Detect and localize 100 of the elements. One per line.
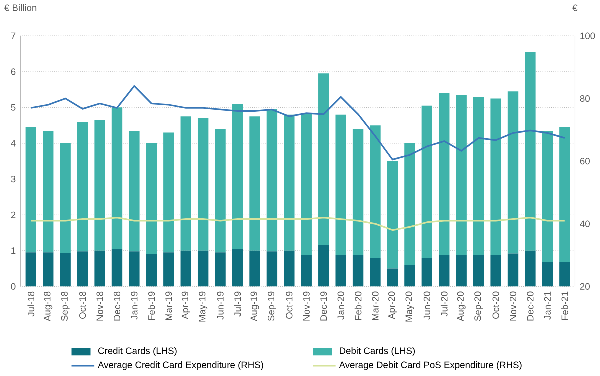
y2-tick-label: 100: [580, 32, 596, 40]
bar: [525, 52, 536, 252]
bar: [560, 262, 570, 287]
x-tick-label: Dec-20: [527, 292, 534, 321]
y-tick-label: 0: [11, 284, 16, 290]
x-tick-label: Oct-18: [80, 292, 86, 320]
bar: [456, 95, 467, 256]
y-tick-label: 4: [11, 140, 16, 147]
y2-tick-label: 20: [580, 284, 590, 290]
y2-tick-label: 80: [580, 96, 590, 102]
bar: [232, 104, 244, 250]
line-series: [30, 86, 566, 161]
bar: [60, 254, 71, 287]
bar: [180, 116, 192, 252]
bar: [266, 252, 278, 287]
bar: [26, 128, 36, 253]
legend-label: Average Debit Card PoS Expenditure (RHS): [339, 362, 522, 370]
bar: [439, 94, 450, 256]
x-tick-label: Jul-20: [440, 292, 448, 317]
x-tick-label: Feb-19: [148, 292, 156, 320]
bar: [404, 144, 416, 266]
bar: [508, 92, 519, 254]
bar: [560, 128, 570, 263]
bar: [525, 251, 536, 287]
bar: [232, 249, 244, 287]
legend-label: Credit Cards (LHS): [98, 348, 177, 356]
bar: [77, 252, 88, 287]
x-tick-label: Jul-19: [234, 292, 242, 317]
x-tick-label: Mar-20: [372, 292, 379, 320]
bar: [490, 98, 502, 256]
bar: [422, 106, 432, 258]
y-tick-label: 6: [11, 68, 16, 76]
x-tick-label: Nov-19: [303, 292, 310, 321]
bar: [94, 120, 106, 252]
bar: [250, 116, 260, 252]
x-tick-label: Aug-18: [44, 292, 53, 322]
bar: [439, 256, 450, 287]
bar: [473, 97, 484, 256]
bar: [542, 131, 554, 263]
bar: [129, 252, 140, 287]
bar: [542, 262, 554, 287]
x-tick-label: Mar-19: [166, 292, 172, 320]
x-tick-label: May-20: [406, 292, 414, 322]
bar: [336, 256, 346, 287]
x-tick-label: Nov-20: [510, 292, 517, 321]
x-tick-label: Jan-19: [131, 292, 138, 320]
bar: [318, 245, 330, 287]
x-tick-label: Apr-19: [182, 292, 190, 320]
x-tick-label: Sep-18: [61, 292, 70, 322]
y-tick-label: 3: [11, 176, 16, 183]
bar: [370, 258, 381, 287]
bar: [164, 132, 174, 253]
x-tick-label: Oct-19: [286, 292, 293, 320]
bar: [473, 256, 484, 287]
bar: [301, 256, 312, 287]
bar: [146, 254, 158, 287]
x-tick-label: Dec-19: [320, 292, 328, 321]
y-tick-label: 5: [11, 104, 16, 112]
bar: [404, 265, 416, 287]
y2-tick-label: 40: [580, 220, 590, 228]
bar: [129, 131, 140, 252]
x-tick-label: Jan-20: [338, 292, 344, 320]
legend-label: Average Credit Card Expenditure (RHS): [98, 362, 264, 370]
bar: [508, 254, 519, 287]
x-tick-label: Dec-18: [114, 292, 121, 321]
bar: [422, 258, 432, 287]
bar: [146, 144, 158, 255]
y-axis-title: € Billion: [4, 4, 37, 12]
y2-tick-label: 60: [580, 158, 590, 165]
x-tick-label: Sep-19: [268, 292, 276, 322]
y2-axis-title: €: [572, 4, 578, 12]
bar: [94, 251, 106, 287]
bar: [266, 110, 278, 252]
x-tick-label: Aug-20: [457, 292, 466, 322]
bar: [352, 256, 364, 287]
x-tick-label: Feb-20: [354, 292, 362, 320]
x-tick-label: Jan-21: [544, 292, 551, 320]
bar: [26, 252, 36, 287]
bar: [164, 252, 174, 287]
bar: [198, 251, 209, 287]
bar: [301, 113, 312, 256]
x-tick-label: Jul-18: [28, 292, 35, 317]
bar: [318, 74, 330, 246]
bar: [43, 252, 54, 287]
y-tick-label: 1: [12, 248, 16, 254]
bar: [180, 251, 192, 287]
bar: [336, 115, 346, 256]
x-tick-label: Jun-19: [217, 292, 224, 320]
bar: [387, 268, 398, 287]
bar: [387, 162, 398, 269]
x-tick-label: Aug-19: [250, 292, 260, 322]
x-tick-label: Oct-20: [492, 292, 500, 320]
bar: [284, 115, 295, 252]
x-tick-label: Jun-20: [424, 292, 430, 320]
bar: [77, 122, 88, 252]
bar: [250, 251, 260, 287]
bar: [112, 108, 123, 250]
x-tick-label: May-19: [199, 292, 208, 322]
bar: [43, 131, 54, 253]
bar: [215, 129, 226, 253]
